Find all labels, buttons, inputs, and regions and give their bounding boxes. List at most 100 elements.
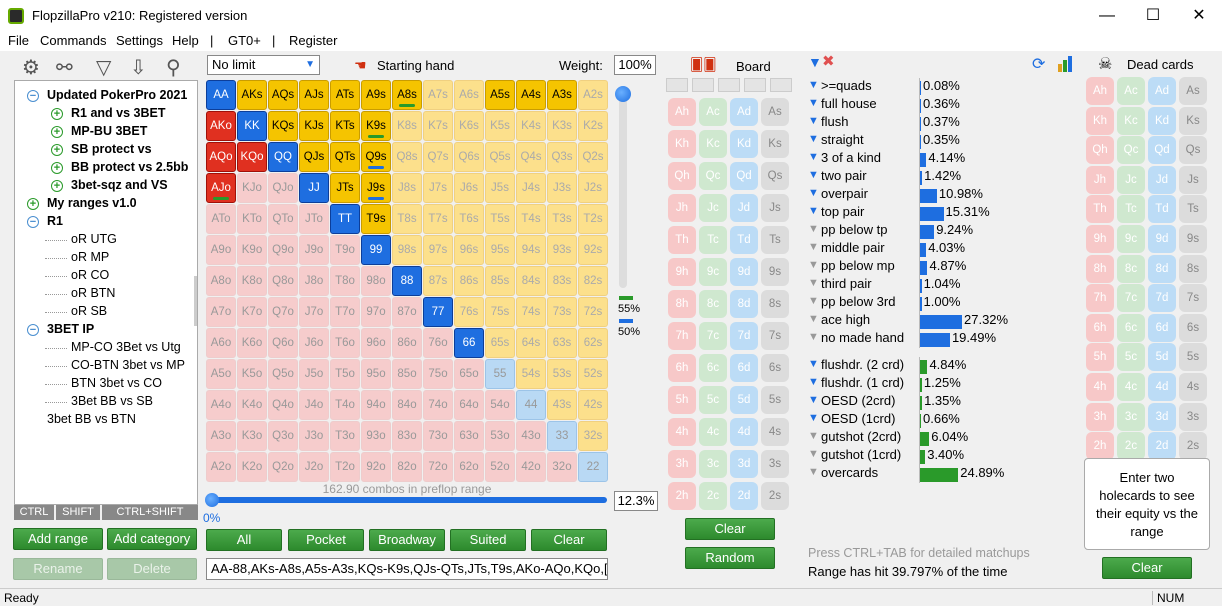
hand-cell[interactable]: KJo (237, 173, 267, 203)
hand-cell[interactable]: 72o (423, 452, 453, 482)
hand-cell[interactable]: 66 (454, 328, 484, 358)
weight-vslider-handle[interactable] (615, 86, 631, 102)
card-6c[interactable]: 6c (699, 354, 727, 382)
hand-cell[interactable]: AKs (237, 80, 267, 110)
hand-cell[interactable]: J4s (516, 173, 546, 203)
board-slot[interactable] (744, 78, 766, 92)
hand-cell[interactable]: Q6o (268, 328, 298, 358)
board-slot[interactable] (770, 78, 792, 92)
hand-cell[interactable]: 85s (485, 266, 515, 296)
expand-icon[interactable]: + (27, 198, 39, 210)
card-Qh[interactable]: Qh (1086, 136, 1114, 165)
hand-cell[interactable]: K5s (485, 111, 515, 141)
expand-icon[interactable]: + (51, 162, 63, 174)
card-3c[interactable]: 3c (699, 450, 727, 478)
card-3d[interactable]: 3d (1148, 402, 1176, 431)
hand-cell[interactable]: 53o (485, 421, 515, 451)
card-9c[interactable]: 9c (1117, 225, 1145, 253)
card-5h[interactable]: 5h (668, 386, 696, 414)
card-Td[interactable]: Td (1148, 195, 1176, 224)
hand-cell[interactable]: T8o (330, 266, 360, 296)
hand-cell[interactable]: K7s (423, 111, 453, 141)
hand-cell[interactable]: 86s (454, 266, 484, 296)
card-8h[interactable]: 8h (668, 290, 696, 318)
hand-cell[interactable]: Q8s (392, 142, 422, 172)
menu-commands[interactable]: Commands (40, 33, 107, 48)
hand-cell[interactable]: 64s (516, 328, 546, 358)
hand-cell[interactable]: Q2o (268, 452, 298, 482)
hand-cell[interactable]: JTo (299, 204, 329, 234)
hand-cell[interactable]: AJs (299, 80, 329, 110)
hand-cell[interactable]: T4o (330, 390, 360, 420)
hand-cell[interactable]: 82o (392, 452, 422, 482)
hand-cell[interactable]: 96s (454, 235, 484, 265)
collapse-icon[interactable]: − (27, 216, 39, 228)
hand-cell[interactable]: Q5s (485, 142, 515, 172)
hand-cell[interactable]: 94s (516, 235, 546, 265)
weight-input[interactable]: 100% (614, 55, 656, 75)
dead-clear-button[interactable]: Clear (1102, 557, 1192, 579)
card-2s[interactable]: 2s (761, 482, 789, 510)
card-8s[interactable]: 8s (761, 290, 789, 318)
card-Jd[interactable]: Jd (730, 194, 758, 222)
filter-icon[interactable]: ▼ (808, 430, 819, 442)
tree-scrollbar[interactable] (194, 276, 197, 326)
card-Ah[interactable]: Ah (1086, 77, 1114, 105)
hand-cell[interactable]: 99 (361, 235, 391, 265)
card-2c[interactable]: 2c (1117, 432, 1145, 461)
hand-cell[interactable]: 74o (423, 390, 453, 420)
hand-cell[interactable]: 93s (547, 235, 577, 265)
card-As[interactable]: As (1179, 77, 1207, 105)
filter-icon[interactable]: ▼ (808, 223, 819, 235)
card-8h[interactable]: 8h (1086, 254, 1114, 283)
card-Jh[interactable]: Jh (1086, 165, 1114, 194)
hand-cell[interactable]: 75o (423, 359, 453, 389)
hand-cell[interactable]: A6s (454, 80, 484, 110)
menu-help[interactable]: Help (172, 33, 199, 48)
card-9h[interactable]: 9h (1086, 225, 1114, 253)
hand-cell[interactable]: K6s (454, 111, 484, 141)
card-Kc[interactable]: Kc (1117, 106, 1145, 135)
hand-cell[interactable]: A2s (578, 80, 608, 110)
range-clear-button[interactable]: Clear (531, 529, 607, 551)
card-Js[interactable]: Js (1179, 165, 1207, 194)
hand-cell[interactable]: K5o (237, 359, 267, 389)
users-icon[interactable]: ⚯ (56, 57, 73, 79)
card-Qd[interactable]: Qd (730, 162, 758, 190)
hand-cell[interactable]: 93o (361, 421, 391, 451)
hand-cell[interactable]: 63o (454, 421, 484, 451)
hand-cell[interactable]: ATo (206, 204, 236, 234)
hand-cell[interactable]: 64o (454, 390, 484, 420)
card-6c[interactable]: 6c (1117, 313, 1145, 342)
hand-cell[interactable]: 83s (547, 266, 577, 296)
hand-cell[interactable]: J6s (454, 173, 484, 203)
card-8d[interactable]: 8d (730, 290, 758, 318)
range-broadway-button[interactable]: Broadway (369, 529, 445, 551)
card-4h[interactable]: 4h (1086, 373, 1114, 401)
card-5s[interactable]: 5s (1179, 343, 1207, 372)
filter-icon[interactable]: ▼ (808, 277, 819, 289)
hand-cell[interactable]: Q4o (268, 390, 298, 420)
hand-cell[interactable]: K6o (237, 328, 267, 358)
hand-cell[interactable]: Q9o (268, 235, 298, 265)
hand-cell[interactable]: 98o (361, 266, 391, 296)
refresh-icon[interactable]: ⟳ (1032, 56, 1046, 73)
hand-cell[interactable]: A4s (516, 80, 546, 110)
filter-icon[interactable]: ▼ (808, 241, 819, 253)
menu-gto[interactable]: GT0+ (228, 33, 261, 48)
card-Qd[interactable]: Qd (1148, 136, 1176, 165)
card-4c[interactable]: 4c (699, 418, 727, 446)
card-9s[interactable]: 9s (761, 258, 789, 286)
card-4d[interactable]: 4d (730, 418, 758, 446)
card-8s[interactable]: 8s (1179, 254, 1207, 283)
card-5s[interactable]: 5s (761, 386, 789, 414)
card-6d[interactable]: 6d (1148, 313, 1176, 342)
card-2h[interactable]: 2h (1086, 432, 1114, 461)
hand-cell[interactable]: J2s (578, 173, 608, 203)
gear-icon[interactable]: ⚙ (22, 57, 40, 79)
hand-cell[interactable]: T4s (516, 204, 546, 234)
tree-item[interactable]: BTN 3bet vs CO (71, 376, 162, 390)
hand-cell[interactable]: 63s (547, 328, 577, 358)
card-4s[interactable]: 4s (1179, 373, 1207, 401)
range-suited-button[interactable]: Suited (450, 529, 526, 551)
